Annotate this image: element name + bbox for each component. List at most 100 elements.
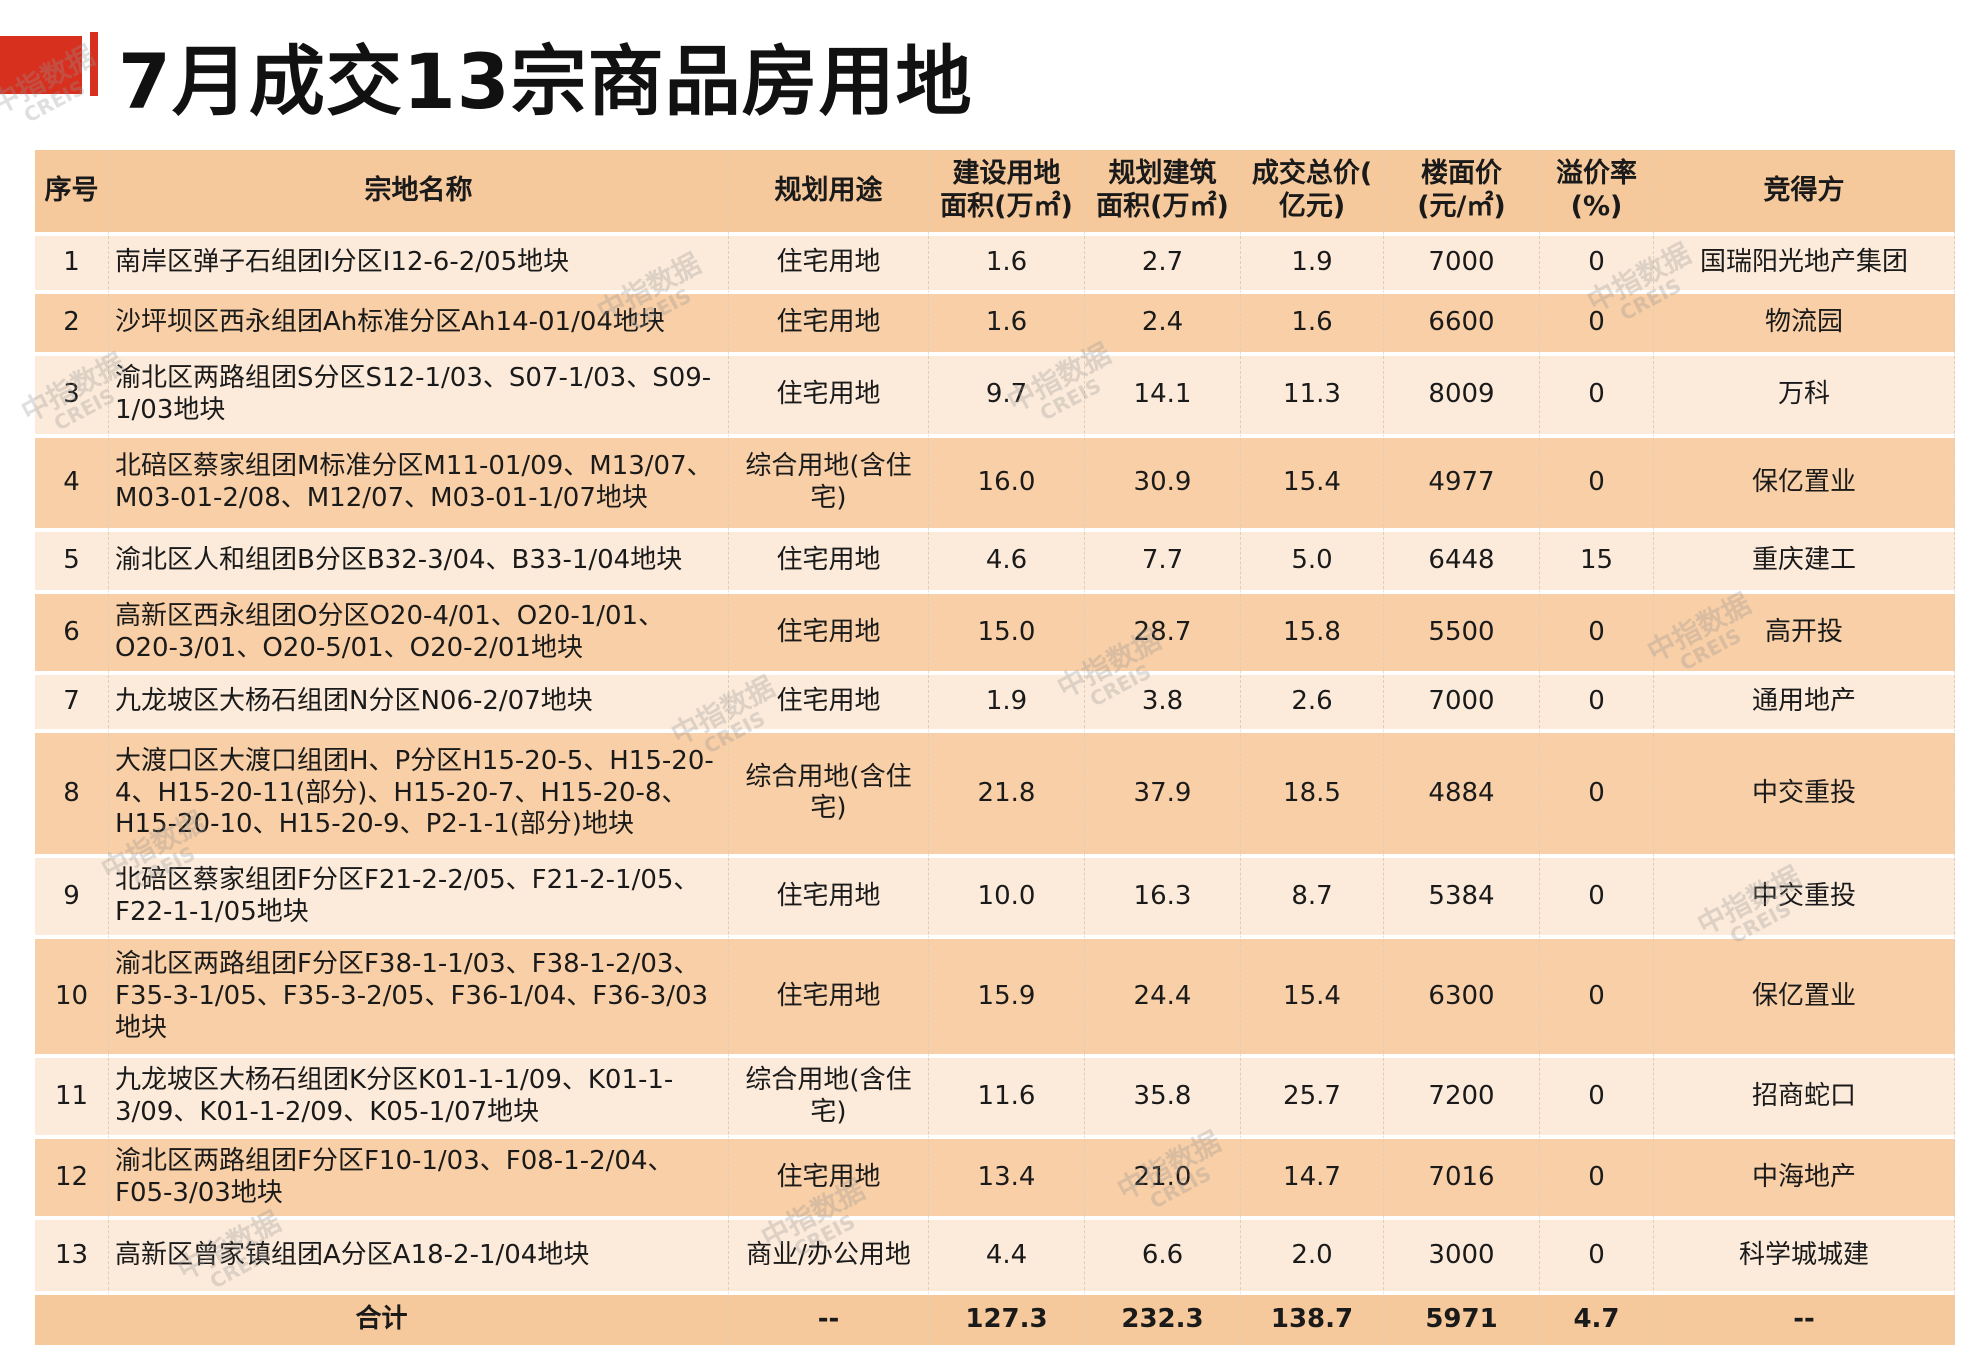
row-build-area: 3.8 <box>1085 675 1241 733</box>
row-total-price: 15.4 <box>1241 939 1384 1059</box>
row-land-area: 10.0 <box>929 857 1085 940</box>
row-use: 住宅用地 <box>729 356 929 438</box>
header-winner: 竞得方 <box>1654 150 1955 236</box>
row-name: 北碚区蔡家组团M标准分区M11-01/09、M13/07、M03-01-2/08… <box>109 437 729 532</box>
row-total-price: 15.4 <box>1241 437 1384 532</box>
row-land-area: 1.6 <box>929 293 1085 357</box>
row-name: 高新区西永组团O分区O20-4/01、O20-1/01、O20-3/01、O20… <box>109 594 729 676</box>
row-use: 住宅用地 <box>729 236 929 294</box>
total-label: 合计 <box>35 1295 729 1345</box>
row-floor-price: 7016 <box>1384 1139 1540 1221</box>
total-floor-price: 5971 <box>1384 1295 1540 1345</box>
row-floor-price: 7200 <box>1384 1058 1540 1140</box>
row-premium: 0 <box>1540 857 1654 940</box>
table-header-row: 序号 宗地名称 规划用途 建设用地 面积(万㎡) 规划建筑 面积(万㎡) 成交总价(… <box>35 150 1955 236</box>
row-total-price: 15.8 <box>1241 594 1384 676</box>
table-row: 2 沙坪坝区西永组团Ah标准分区Ah14-01/04地块 住宅用地 1.6 2.4 1.6… <box>35 293 1955 357</box>
row-premium: 0 <box>1540 675 1654 733</box>
table-row: 4 北碚区蔡家组团M标准分区M11-01/09、M13/07、M03-01-2/0… <box>35 437 1955 532</box>
row-winner: 科学城城建 <box>1654 1220 1955 1295</box>
row-build-area: 6.6 <box>1085 1220 1241 1295</box>
row-no: 13 <box>35 1220 109 1295</box>
row-total-price: 14.7 <box>1241 1139 1384 1221</box>
row-land-area: 4.4 <box>929 1220 1085 1295</box>
row-name: 北碚区蔡家组团F分区F21-2-2/05、F21-2-1/05、F22-1-1/… <box>109 857 729 940</box>
row-use: 住宅用地 <box>729 857 929 940</box>
row-name: 南岸区弹子石组团I分区I12-6-2/05地块 <box>109 236 729 294</box>
row-total-price: 18.5 <box>1241 732 1384 858</box>
total-price: 138.7 <box>1241 1295 1384 1345</box>
table-total-row: 合计 -- 127.3 232.3 138.7 5971 4.7 -- <box>35 1295 1955 1345</box>
row-premium: 0 <box>1540 732 1654 858</box>
row-use: 住宅用地 <box>729 1139 929 1221</box>
row-winner: 中交重投 <box>1654 857 1955 940</box>
row-build-area: 21.0 <box>1085 1139 1241 1221</box>
row-land-area: 15.9 <box>929 939 1085 1059</box>
row-land-area: 15.0 <box>929 594 1085 676</box>
row-floor-price: 4884 <box>1384 732 1540 858</box>
row-build-area: 28.7 <box>1085 594 1241 676</box>
row-total-price: 8.7 <box>1241 857 1384 940</box>
row-use: 住宅用地 <box>729 675 929 733</box>
row-floor-price: 5384 <box>1384 857 1540 940</box>
row-total-price: 1.9 <box>1241 236 1384 294</box>
table-row: 11 九龙坡区大杨石组团K分区K01-1-1/09、K01-1-3/09、K01-… <box>35 1058 1955 1140</box>
row-floor-price: 3000 <box>1384 1220 1540 1295</box>
row-land-area: 16.0 <box>929 437 1085 532</box>
row-winner: 高开投 <box>1654 594 1955 676</box>
row-total-price: 5.0 <box>1241 531 1384 595</box>
row-build-area: 14.1 <box>1085 356 1241 438</box>
row-name: 渝北区两路组团F分区F38-1-1/03、F38-1-2/03、F35-3-1/… <box>109 939 729 1059</box>
row-no: 2 <box>35 293 109 357</box>
row-winner: 保亿置业 <box>1654 939 1955 1059</box>
header-total-price: 成交总价(亿元) <box>1241 150 1384 236</box>
total-winner: -- <box>1654 1295 1955 1345</box>
row-name: 九龙坡区大杨石组团K分区K01-1-1/09、K01-1-3/09、K01-1-… <box>109 1058 729 1140</box>
table-row: 9 北碚区蔡家组团F分区F21-2-2/05、F21-2-1/05、F22-1-1… <box>35 857 1955 940</box>
row-no: 12 <box>35 1139 109 1221</box>
row-name: 渝北区人和组团B分区B32-3/04、B33-1/04地块 <box>109 531 729 595</box>
row-premium: 0 <box>1540 1058 1654 1140</box>
table-row: 12 渝北区两路组团F分区F10-1/03、F08-1-2/04、F05-3/03… <box>35 1139 1955 1221</box>
header-land-area: 建设用地 面积(万㎡) <box>929 150 1085 236</box>
row-total-price: 2.6 <box>1241 675 1384 733</box>
row-floor-price: 4977 <box>1384 437 1540 532</box>
row-no: 7 <box>35 675 109 733</box>
header-no: 序号 <box>35 150 109 236</box>
row-winner: 保亿置业 <box>1654 437 1955 532</box>
row-premium: 0 <box>1540 437 1654 532</box>
row-land-area: 11.6 <box>929 1058 1085 1140</box>
row-build-area: 2.7 <box>1085 236 1241 294</box>
row-use: 住宅用地 <box>729 594 929 676</box>
row-no: 3 <box>35 356 109 438</box>
row-build-area: 35.8 <box>1085 1058 1241 1140</box>
header-use: 规划用途 <box>729 150 929 236</box>
row-total-price: 11.3 <box>1241 356 1384 438</box>
row-no: 6 <box>35 594 109 676</box>
row-floor-price: 7000 <box>1384 675 1540 733</box>
row-winner: 中交重投 <box>1654 732 1955 858</box>
row-name: 九龙坡区大杨石组团N分区N06-2/07地块 <box>109 675 729 733</box>
row-name: 沙坪坝区西永组团Ah标准分区Ah14-01/04地块 <box>109 293 729 357</box>
row-premium: 0 <box>1540 939 1654 1059</box>
row-land-area: 13.4 <box>929 1139 1085 1221</box>
row-premium: 0 <box>1540 356 1654 438</box>
page-title: 7月成交13宗商品房用地 <box>118 37 973 126</box>
title-accent-bar <box>90 32 98 96</box>
row-total-price: 2.0 <box>1241 1220 1384 1295</box>
row-winner: 万科 <box>1654 356 1955 438</box>
row-premium: 0 <box>1540 1220 1654 1295</box>
row-land-area: 1.9 <box>929 675 1085 733</box>
row-winner: 通用地产 <box>1654 675 1955 733</box>
row-no: 11 <box>35 1058 109 1140</box>
row-build-area: 16.3 <box>1085 857 1241 940</box>
row-no: 8 <box>35 732 109 858</box>
row-floor-price: 7000 <box>1384 236 1540 294</box>
total-use: -- <box>729 1295 929 1345</box>
row-land-area: 1.6 <box>929 236 1085 294</box>
row-total-price: 25.7 <box>1241 1058 1384 1140</box>
row-use: 综合用地(含住宅) <box>729 1058 929 1140</box>
header-premium: 溢价率 (%) <box>1540 150 1654 236</box>
row-no: 4 <box>35 437 109 532</box>
row-floor-price: 8009 <box>1384 356 1540 438</box>
